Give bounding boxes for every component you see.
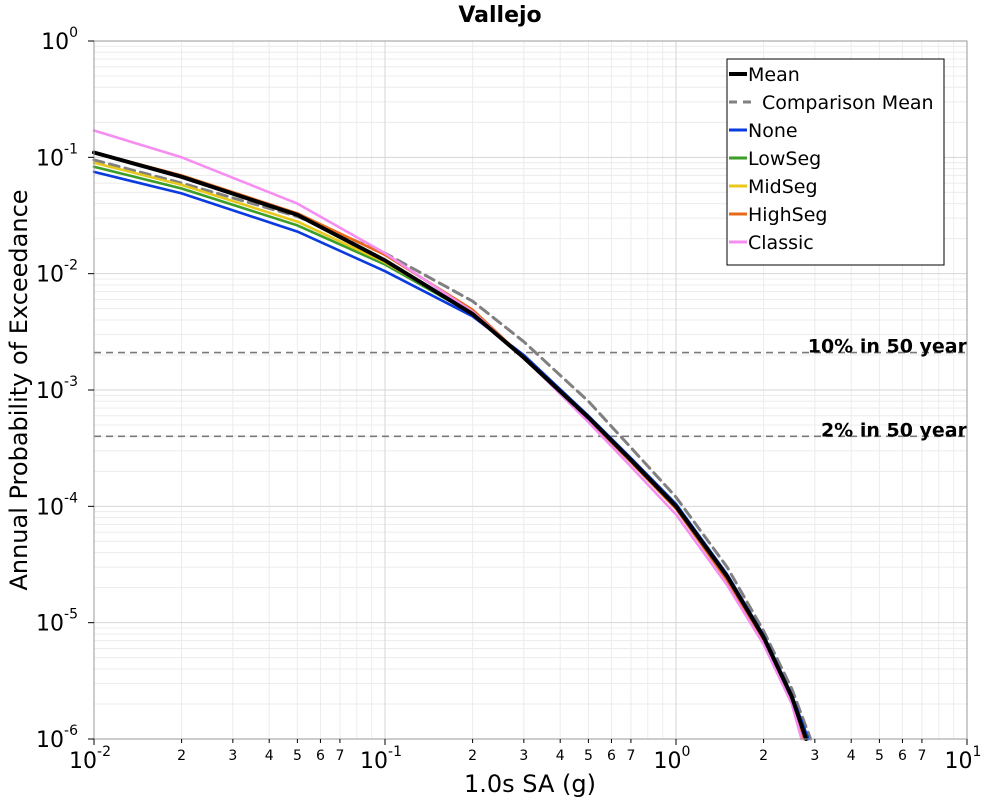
legend-label: None <box>748 120 798 142</box>
y-axis-ticks: 100 10-1 10-2 10-3 10-4 10-5 10-6 <box>36 25 94 753</box>
x-minor-tick-label: 7 <box>335 748 344 764</box>
legend-label: LowSeg <box>748 148 821 170</box>
x-minor-tick-label: 7 <box>917 748 926 764</box>
legend-label: Mean <box>748 64 800 86</box>
x-minor-tick-label: 2 <box>468 748 477 764</box>
x-minor-tick-label: 4 <box>847 748 856 764</box>
legend-label: Classic <box>748 232 814 254</box>
reference-line-label: 2% in 50 year <box>821 419 968 441</box>
y-major-tick-label: 10-1 <box>36 141 78 171</box>
legend-label: Comparison Mean <box>762 92 934 114</box>
series-line-mean <box>92 150 809 741</box>
x-minor-tick-label: 2 <box>759 748 768 764</box>
y-major-tick-label: 100 <box>41 25 78 55</box>
x-minor-tick-label: 7 <box>626 748 635 764</box>
y-major-tick-label: 10-5 <box>36 607 78 637</box>
x-minor-tick-label: 5 <box>584 748 593 764</box>
x-minor-tick-label: 3 <box>519 748 528 764</box>
x-minor-tick-label: 4 <box>556 748 565 764</box>
x-minor-tick-label: 6 <box>898 748 907 764</box>
chart-title: Vallejo <box>458 3 541 28</box>
reference-lines: 10% in 50 year 2% in 50 year <box>94 336 968 441</box>
x-minor-tick-label: 5 <box>875 748 884 764</box>
x-major-tick-label: 10-2 <box>69 744 111 774</box>
x-minor-tick-label: 3 <box>228 748 237 764</box>
legend-label: MidSeg <box>748 176 818 198</box>
x-major-tick-label: 101 <box>945 744 982 774</box>
x-minor-tick-label: 5 <box>293 748 302 764</box>
reference-line-label: 10% in 50 year <box>808 336 968 358</box>
x-minor-tick-label: 2 <box>177 748 186 764</box>
y-major-tick-label: 10-2 <box>36 258 78 288</box>
x-minor-tick-label: 6 <box>316 748 325 764</box>
y-major-tick-label: 10-3 <box>36 374 78 404</box>
y-major-tick-label: 10-4 <box>36 490 78 520</box>
legend: Mean Comparison Mean None LowSeg MidSeg HighS… <box>726 58 945 266</box>
x-major-tick-label: 100 <box>654 744 691 774</box>
legend-label: HighSeg <box>748 204 827 226</box>
series-line-classic <box>92 129 803 741</box>
x-minor-tick-label: 6 <box>607 748 616 764</box>
x-major-tick-label: 10-1 <box>360 744 402 774</box>
y-axis-label: Annual Probability of Exceedance <box>5 189 33 590</box>
x-minor-tick-label: 4 <box>265 748 274 764</box>
y-major-tick-label: 10-6 <box>36 723 78 753</box>
x-axis-label: 1.0s SA (g) <box>464 770 596 798</box>
x-minor-tick-label: 3 <box>810 748 819 764</box>
series-lines <box>92 129 813 741</box>
legend-box <box>726 58 945 266</box>
